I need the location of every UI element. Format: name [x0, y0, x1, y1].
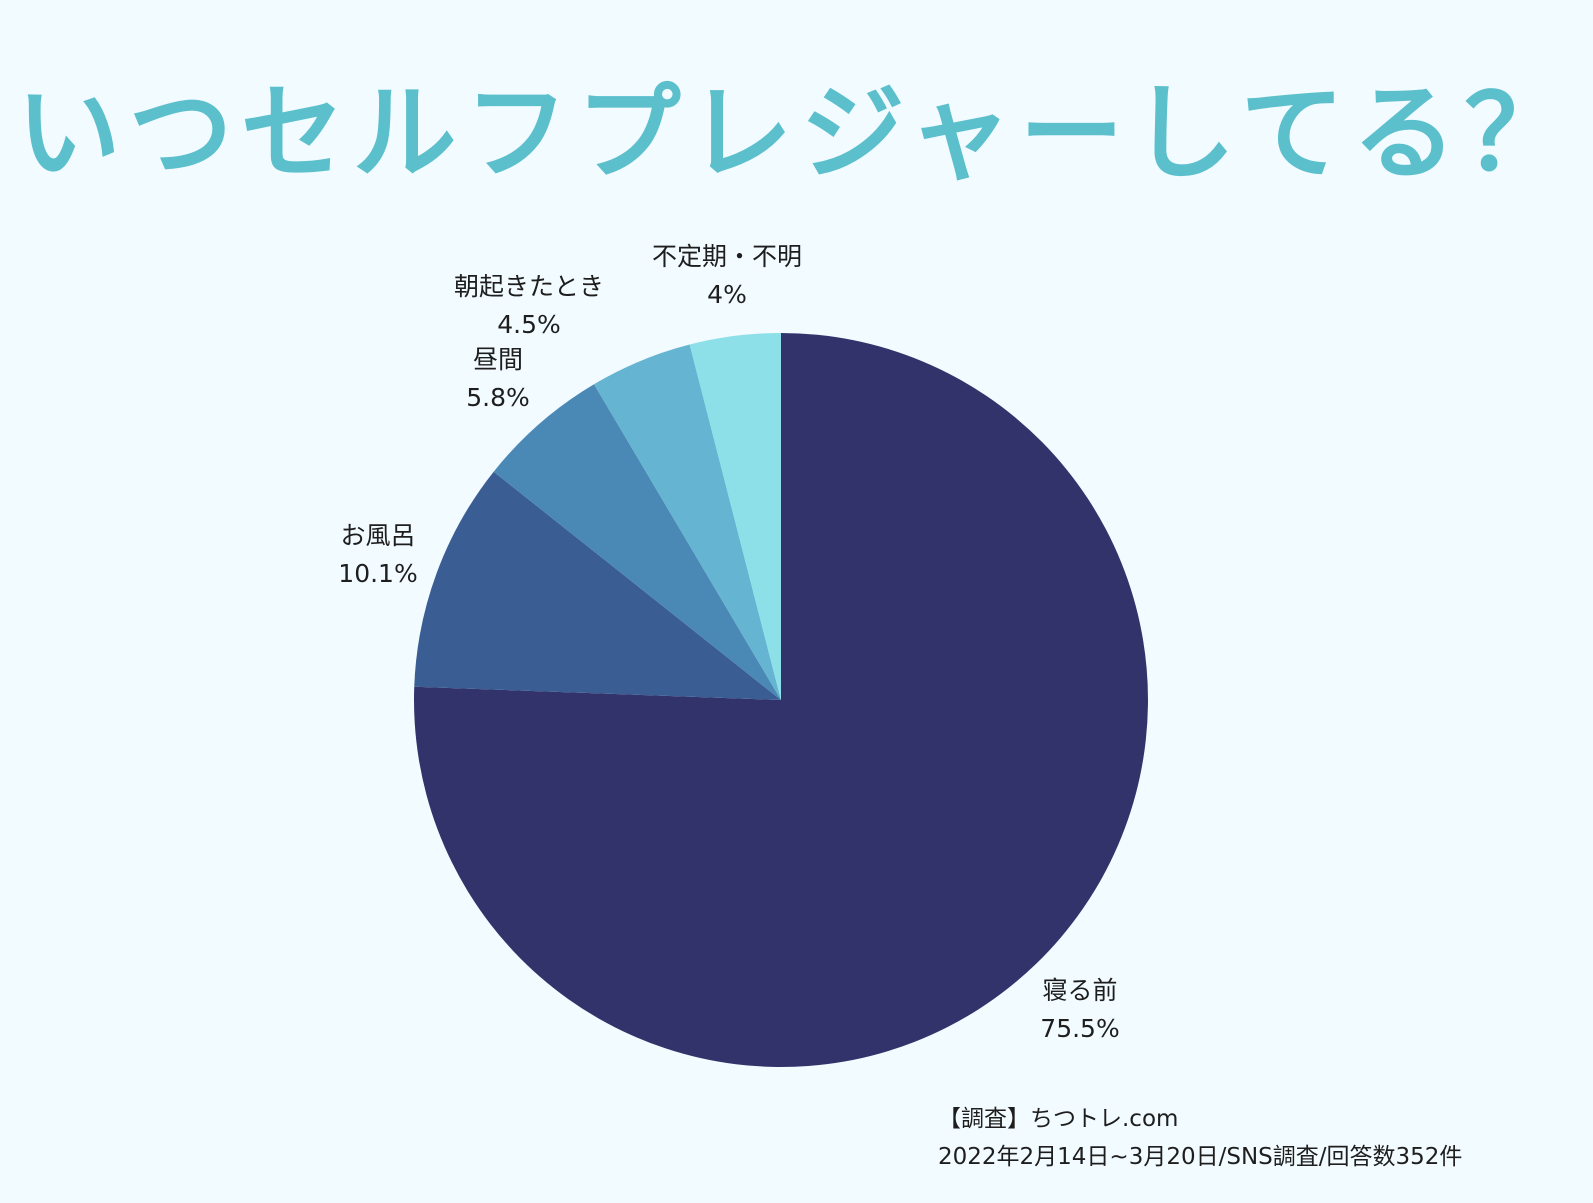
label-value: 10.1%: [338, 559, 418, 588]
label-name: 朝起きたとき: [453, 272, 605, 301]
label-name: お風呂: [340, 521, 416, 550]
source-line-1: 【調査】ちつトレ.com: [938, 1106, 1179, 1132]
label-value: 4.5%: [497, 310, 561, 339]
pie-slice: [594, 344, 781, 700]
pie-slice: [493, 384, 781, 700]
label-ofuro: お風呂 10.1%: [338, 517, 417, 593]
source-note: 【調査】ちつトレ.com 2022年2月14日~3月20日/SNS調査/回答数3…: [938, 1100, 1462, 1176]
label-futeiki: 不定期・不明 4%: [652, 238, 802, 314]
source-line-2: 2022年2月14日~3月20日/SNS調査/回答数352件: [938, 1144, 1463, 1170]
label-nerumae: 寝る前 75.5%: [1040, 972, 1119, 1048]
label-hiruma: 昼間 5.8%: [466, 341, 530, 417]
chart-title: いつセルフプレジャーしてる？: [16, 72, 1577, 194]
pie-slice: [414, 471, 781, 700]
label-name: 寝る前: [1042, 976, 1118, 1005]
label-value: 5.8%: [466, 383, 530, 412]
pie-slice: [414, 333, 1148, 1067]
label-name: 不定期・不明: [651, 242, 803, 271]
label-value: 4%: [707, 280, 747, 309]
label-value: 75.5%: [1040, 1014, 1120, 1043]
label-name: 昼間: [472, 345, 524, 374]
label-asa: 朝起きたとき 4.5%: [454, 268, 604, 344]
pie-slice: [689, 333, 781, 700]
